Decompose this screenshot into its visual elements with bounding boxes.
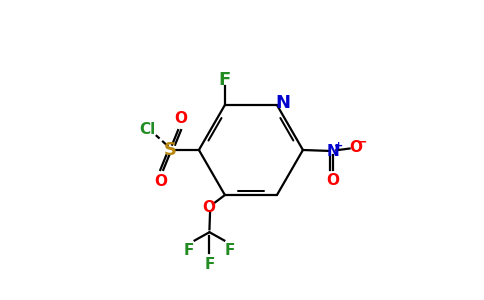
Text: S: S: [164, 141, 177, 159]
Text: N: N: [275, 94, 290, 112]
Text: O: O: [349, 140, 362, 155]
Text: N: N: [326, 144, 339, 159]
Text: O: O: [154, 174, 167, 189]
Text: F: F: [184, 242, 195, 257]
Text: O: O: [174, 111, 187, 126]
Text: F: F: [225, 242, 235, 257]
Text: +: +: [333, 140, 343, 151]
Text: O: O: [326, 173, 339, 188]
Text: F: F: [204, 256, 214, 272]
Text: Cl: Cl: [139, 122, 155, 137]
Text: −: −: [356, 136, 367, 148]
Text: F: F: [219, 71, 231, 89]
Text: O: O: [203, 200, 216, 215]
